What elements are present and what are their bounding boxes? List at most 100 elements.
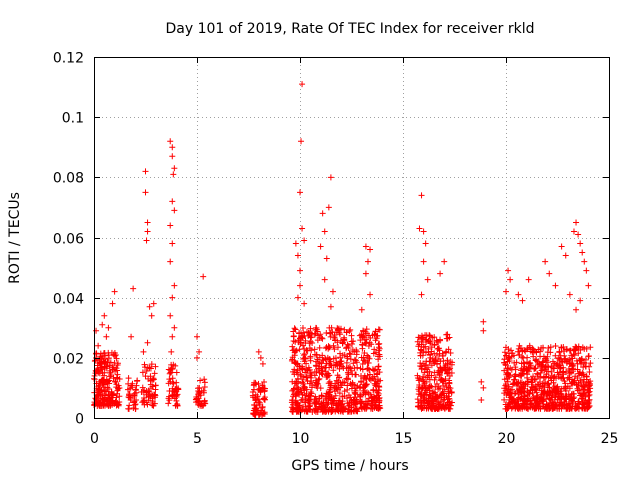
data-point [515, 291, 522, 298]
data-point [552, 343, 559, 350]
data-point [307, 338, 314, 345]
data-point [306, 403, 313, 410]
data-point [257, 354, 264, 361]
data-point [579, 399, 586, 406]
data-point [307, 402, 314, 409]
data-point [446, 377, 453, 384]
data-point [566, 291, 573, 298]
data-point [317, 243, 324, 250]
data-point [441, 394, 448, 401]
data-point [125, 405, 132, 412]
data-point [480, 327, 487, 334]
data-point [351, 394, 358, 401]
data-point [426, 401, 433, 408]
data-point [579, 405, 586, 412]
data-point [174, 402, 181, 409]
data-point [316, 344, 323, 351]
data-point [293, 384, 300, 391]
data-point [570, 228, 577, 235]
data-point [422, 389, 429, 396]
data-point [311, 331, 318, 338]
data-point [311, 399, 318, 406]
data-point [315, 376, 322, 383]
data-point [326, 344, 333, 351]
data-point [332, 383, 339, 390]
data-point [335, 400, 342, 407]
data-point [104, 400, 111, 407]
data-point [107, 369, 114, 376]
data-point [331, 384, 338, 391]
data-point [350, 401, 357, 408]
data-point [432, 374, 439, 381]
data-point [350, 338, 357, 345]
data-point [366, 375, 373, 382]
data-point [583, 373, 590, 380]
data-point [351, 382, 358, 389]
data-point [200, 402, 207, 409]
data-point [252, 391, 259, 398]
data-point [169, 333, 176, 340]
data-point [445, 369, 452, 376]
data-point [347, 380, 354, 387]
data-point [308, 378, 315, 385]
data-point [543, 371, 550, 378]
data-point [539, 359, 546, 366]
data-point [328, 408, 335, 415]
data-point [372, 376, 379, 383]
data-point [543, 391, 550, 398]
x-tick-label: 0 [90, 431, 99, 447]
data-point [502, 344, 509, 351]
data-point [168, 369, 175, 376]
data-point [290, 333, 297, 340]
data-point [557, 388, 564, 395]
data-point [445, 390, 452, 397]
data-point [534, 392, 541, 399]
data-point [423, 358, 430, 365]
data-point [559, 358, 566, 365]
x-tick-label: 15 [395, 431, 413, 447]
data-point [359, 361, 366, 367]
data-point [151, 370, 158, 377]
data-point [565, 365, 572, 372]
data-point [333, 377, 340, 384]
chart-title: Day 101 of 2019, Rate Of TEC Index for r… [165, 21, 534, 37]
data-point [549, 364, 556, 371]
data-point [332, 355, 339, 362]
data-point [558, 403, 565, 410]
data-point [103, 333, 110, 340]
data-point [536, 360, 543, 367]
data-point [358, 379, 365, 386]
data-point [317, 331, 324, 338]
data-point [201, 397, 208, 404]
data-point [585, 282, 592, 289]
data-point [546, 402, 553, 409]
data-point [116, 399, 123, 406]
data-point [128, 333, 135, 340]
data-point [571, 352, 578, 359]
data-point [563, 405, 570, 412]
data-points [91, 81, 594, 418]
data-point [143, 389, 150, 396]
data-point [446, 334, 453, 341]
data-point [436, 369, 443, 376]
data-point [521, 392, 528, 399]
data-point [376, 326, 383, 333]
data-point [506, 390, 513, 397]
data-point [569, 395, 576, 402]
data-point [147, 377, 154, 384]
data-point [447, 350, 454, 357]
data-point [533, 387, 540, 394]
data-point [296, 366, 303, 373]
data-point [99, 353, 106, 360]
data-point [169, 240, 176, 247]
data-point [578, 383, 585, 390]
data-point [357, 391, 364, 398]
data-point [507, 365, 514, 372]
data-point [319, 352, 326, 359]
data-point [585, 404, 592, 411]
data-point [579, 249, 586, 256]
data-point [447, 402, 454, 409]
data-point [531, 376, 538, 383]
data-point [555, 371, 562, 378]
